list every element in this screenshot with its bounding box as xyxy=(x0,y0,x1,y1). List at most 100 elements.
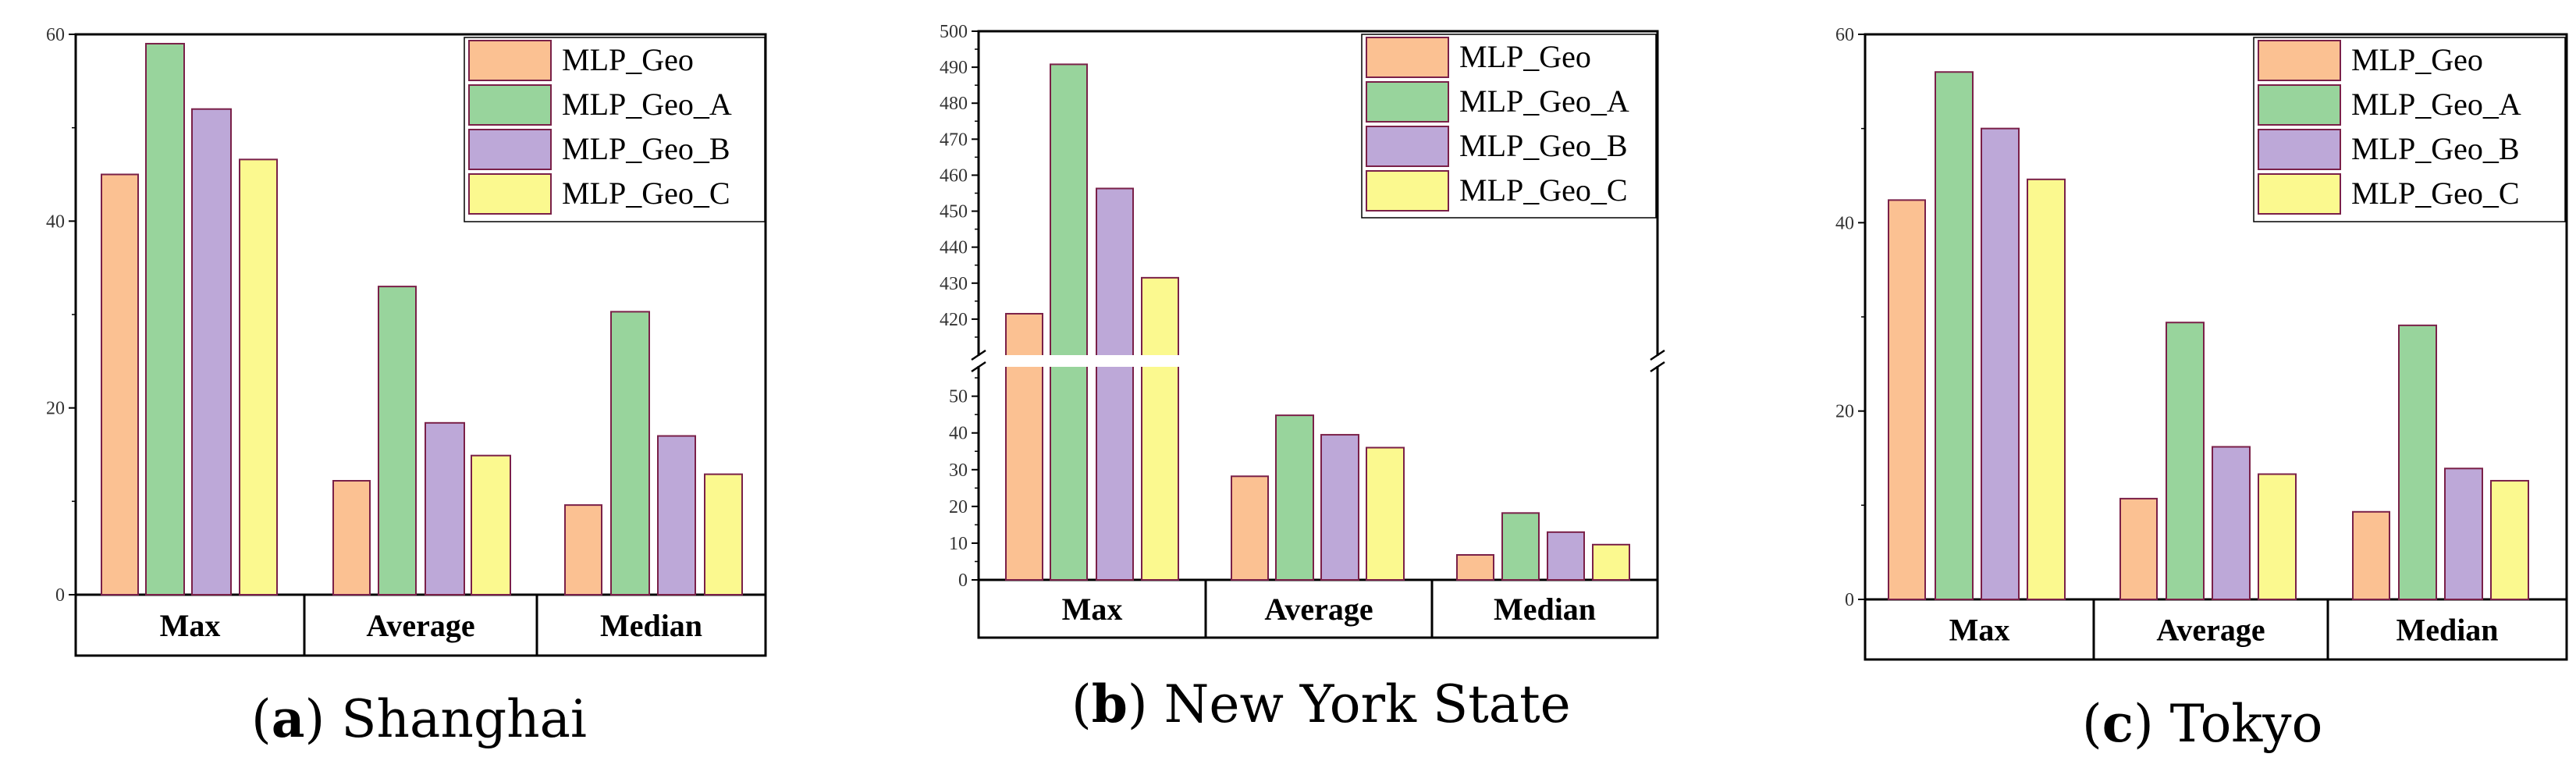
axis-break-gap xyxy=(980,355,1186,367)
y-tick-label: 60 xyxy=(46,25,65,45)
y-tick-label: 20 xyxy=(46,399,65,419)
category-label: Max xyxy=(1949,613,2010,648)
legend-swatch xyxy=(468,129,552,170)
bar-mlp-geo-b xyxy=(1981,127,2020,600)
axis-break-mark xyxy=(971,349,986,361)
y-tick-label: 450 xyxy=(940,202,968,222)
bar-mlp-geo-a xyxy=(378,286,417,595)
legend-swatch xyxy=(2258,40,2341,81)
y-tick-label: 500 xyxy=(940,22,968,42)
legend-swatch xyxy=(2258,173,2341,215)
legend-label: MLP_Geo xyxy=(1459,39,1591,74)
legend-label: MLP_Geo_C xyxy=(1459,172,1628,208)
bar-mlp-geo xyxy=(1888,199,1926,600)
category-label: Max xyxy=(1062,592,1123,627)
caption-b: (b) New York State xyxy=(1071,674,1571,734)
y-tick-label: 20 xyxy=(949,497,968,517)
legend-label: MLP_Geo_B xyxy=(1459,128,1628,163)
y-tick-label: 430 xyxy=(940,274,968,294)
bar-mlp-geo-c xyxy=(2258,473,2297,600)
panel-a-shanghai: 0 20 40 60 Max Average Median MLP_Geo MLP_Geo_A M… xyxy=(46,25,767,657)
legend-label: MLP_Geo_A xyxy=(562,87,732,122)
legend-swatch xyxy=(2258,84,2341,126)
legend-swatch xyxy=(2258,129,2341,170)
legend-label: MLP_Geo_C xyxy=(2351,176,2520,211)
y-tick-label: 30 xyxy=(949,460,968,481)
category-label: Max xyxy=(160,608,221,643)
bar-mlp-geo xyxy=(1231,475,1269,581)
category-label: Average xyxy=(2156,613,2265,648)
y-tick-label: 20 xyxy=(1835,402,1854,422)
caption-a: (a) Shanghai xyxy=(251,688,587,749)
bar-mlp-geo-b xyxy=(1547,531,1585,581)
bar-mlp-geo-a xyxy=(1275,414,1314,581)
y-tick-label: 40 xyxy=(46,212,65,232)
y-tick-label: 460 xyxy=(940,165,968,186)
bar-mlp-geo xyxy=(1456,553,1494,581)
y-tick-label: 420 xyxy=(940,310,968,330)
bar-mlp-geo-c xyxy=(1366,446,1405,581)
legend-label: MLP_Geo xyxy=(2351,42,2483,77)
plot-frame xyxy=(977,30,1659,639)
axis-break-mark xyxy=(1650,349,1665,361)
bar-mlp-geo-c xyxy=(2490,479,2529,601)
category-label: Average xyxy=(366,608,474,643)
bar-mlp-geo xyxy=(564,504,602,595)
bar-mlp-geo-c xyxy=(1592,543,1630,581)
bar-mlp-geo-b xyxy=(191,108,232,595)
y-tick-label: 0 xyxy=(1845,590,1854,610)
bar-mlp-geo-a xyxy=(1050,63,1088,581)
legend-label: MLP_Geo_B xyxy=(2351,131,2520,166)
category-label: Median xyxy=(600,608,702,643)
legend-swatch xyxy=(468,84,552,126)
axis-break-mark xyxy=(1650,361,1665,373)
category-label: Median xyxy=(1494,592,1596,627)
category-label: Median xyxy=(2396,613,2498,648)
y-tick-label: 440 xyxy=(940,238,968,258)
bar-mlp-geo-b xyxy=(2444,467,2483,600)
legend-swatch xyxy=(468,173,552,215)
legend-label: MLP_Geo_A xyxy=(2351,87,2521,122)
bar-mlp-geo-b xyxy=(425,421,465,596)
bar-mlp-geo-b xyxy=(2212,446,2251,601)
legend-swatch xyxy=(1366,37,1449,78)
bar-mlp-geo xyxy=(1005,312,1043,581)
panel-b-new-york-state: 0 10 20 30 40 50 420 430 440 450 460 470 480 490 500 Ma… xyxy=(940,22,1665,639)
caption-c: (c) Tokyo xyxy=(2082,693,2322,754)
bar-mlp-geo-a xyxy=(1935,71,1974,601)
legend-swatch xyxy=(1366,126,1449,167)
y-tick-label: 470 xyxy=(940,130,968,150)
bar-mlp-geo-a xyxy=(145,42,185,595)
legend-label: MLP_Geo xyxy=(562,42,694,77)
bar-mlp-geo-c xyxy=(239,158,278,595)
bar-mlp-geo xyxy=(2119,497,2158,600)
bar-mlp-geo-a xyxy=(1501,512,1540,581)
legend-swatch xyxy=(1366,170,1449,212)
bar-mlp-geo-a xyxy=(2166,322,2205,600)
bar-mlp-geo-c xyxy=(704,473,743,595)
y-tick-label: 50 xyxy=(949,387,968,407)
y-tick-label: 10 xyxy=(949,534,968,554)
category-label: Average xyxy=(1264,592,1373,627)
legend-label: MLP_Geo_B xyxy=(562,131,730,166)
panel-c-tokyo: 0 20 40 60 Max Average Median MLP_Geo MLP_Geo_A M… xyxy=(1835,25,2568,661)
y-tick-label: 490 xyxy=(940,58,968,78)
bar-mlp-geo-a xyxy=(610,311,650,595)
plot-frame xyxy=(1864,33,2568,661)
bar-mlp-geo-c xyxy=(2027,178,2066,600)
legend-swatch xyxy=(468,40,552,81)
bar-mlp-geo-a xyxy=(2398,324,2437,600)
bar-mlp-geo xyxy=(2352,510,2390,601)
bar-mlp-geo-b xyxy=(657,435,696,595)
legend-label: MLP_Geo_C xyxy=(562,176,730,211)
bar-mlp-geo-b xyxy=(1320,434,1359,581)
y-tick-label: 0 xyxy=(958,571,968,591)
y-tick-label: 480 xyxy=(940,94,968,114)
bar-mlp-geo xyxy=(332,480,371,595)
axis-break-gap-edge xyxy=(974,356,983,366)
y-tick-label: 40 xyxy=(949,424,968,444)
y-tick-label: 0 xyxy=(55,585,65,606)
bar-mlp-geo-b xyxy=(1096,187,1134,581)
y-tick-label: 40 xyxy=(1835,213,1854,233)
